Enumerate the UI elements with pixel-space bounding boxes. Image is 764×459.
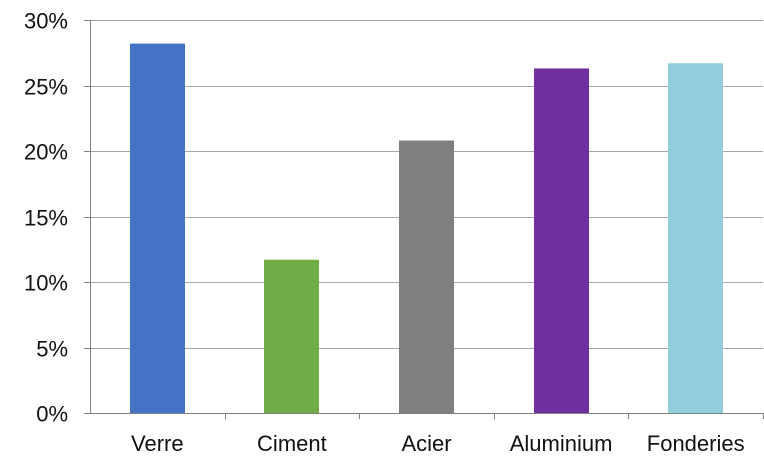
x-axis-category-label: Aluminium	[510, 431, 613, 456]
bar-fonderies	[668, 63, 723, 413]
y-axis-tick-label: 20%	[24, 140, 68, 165]
bar-aluminium	[534, 68, 589, 413]
x-axis-category-label: Verre	[131, 431, 184, 456]
y-axis-tick-label: 15%	[24, 206, 68, 231]
x-axis-category-label: Ciment	[257, 431, 327, 456]
axes	[84, 20, 764, 419]
y-axis-tick-labels: 0% 5% 10% 15% 20% 25% 30%	[24, 9, 68, 427]
y-axis-tick-label: 10%	[24, 271, 68, 296]
y-axis-tick-label: 5%	[36, 337, 68, 362]
y-axis-tick-label: 0%	[36, 402, 68, 427]
bar-verre	[130, 43, 185, 413]
y-axis-tick-label: 30%	[24, 9, 68, 34]
bars	[130, 43, 723, 413]
x-axis-category-label: Acier	[401, 431, 451, 456]
y-axis-tick-label: 25%	[24, 75, 68, 100]
bar-ciment	[264, 259, 319, 413]
x-axis-category-label: Fonderies	[647, 431, 745, 456]
bar-acier	[399, 140, 454, 413]
x-axis-category-labels: Verre Ciment Acier Aluminium Fonderies	[131, 431, 745, 456]
